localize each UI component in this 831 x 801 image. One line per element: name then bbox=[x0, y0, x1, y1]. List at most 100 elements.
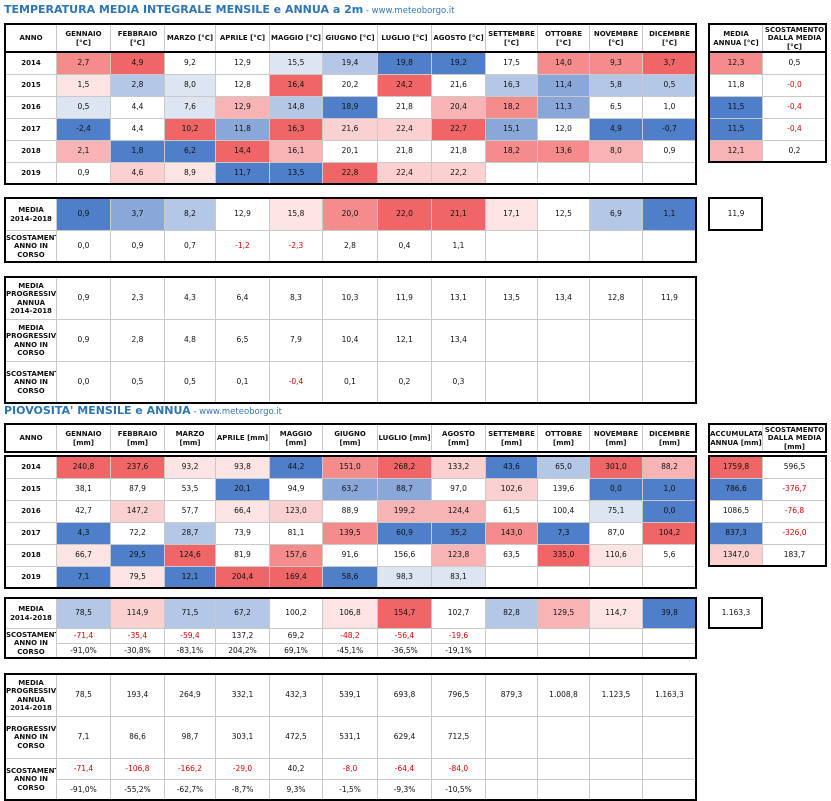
prog-value: -106,8 bbox=[110, 758, 165, 780]
column-header: GENNAIO [°C] bbox=[56, 24, 111, 53]
month-value: 199,2 bbox=[377, 500, 432, 523]
month-value: 4,4 bbox=[110, 118, 165, 141]
prog-value: 13,1 bbox=[431, 277, 486, 320]
month-value: 240,8 bbox=[56, 456, 111, 479]
prog-value: 2,3 bbox=[110, 277, 165, 320]
scost-value: 0,4 bbox=[377, 230, 432, 263]
side-row: 786,6 -376,7 bbox=[709, 478, 827, 501]
month-value: 9,2 bbox=[164, 52, 216, 75]
side-table: 12,3 0,5 11,8 -0,0 11,5 -0,4 11,5 -0,4 12,1 0,2 bbox=[709, 52, 827, 163]
media-value: 102,7 bbox=[431, 598, 486, 629]
prog-percent: -55,2% bbox=[110, 779, 165, 801]
column-header: SCOSTAMENTO DALLA MEDIA [mm] bbox=[762, 424, 827, 453]
scost-value bbox=[589, 628, 643, 644]
side-value: -0,0 bbox=[762, 74, 827, 97]
month-value: 12,0 bbox=[537, 118, 590, 141]
year-row: 2018 2,1 1,8 6,2 14,4 16,1 20,1 21,8 21,8 18,2 13,… bbox=[5, 140, 697, 163]
month-value: 17,5 bbox=[485, 52, 538, 75]
media-value: 12,5 bbox=[537, 198, 590, 231]
prog-value: -29,0 bbox=[215, 758, 270, 780]
month-value: 21,8 bbox=[377, 96, 432, 119]
prog-value: 8,3 bbox=[269, 277, 323, 320]
year-row: 2014 240,8 237,6 93,2 93,8 44,2 151,0 268,2 133,… bbox=[5, 456, 697, 479]
column-header: APRILE [°C] bbox=[215, 24, 270, 53]
month-value: 13,5 bbox=[269, 162, 323, 185]
scost-percent: 69,1% bbox=[269, 643, 323, 659]
row-label: SCOSTAMENTO ANNO IN CORSO bbox=[5, 758, 57, 801]
column-header: NOVEMBRE [mm] bbox=[589, 424, 643, 453]
year-label: 2015 bbox=[5, 478, 57, 501]
month-value: 15,1 bbox=[485, 118, 538, 141]
side-value: 12,3 bbox=[709, 52, 763, 75]
side-value: 11,8 bbox=[709, 74, 763, 97]
side-value: 837,3 bbox=[709, 522, 763, 545]
side-value: 0,5 bbox=[762, 52, 827, 75]
month-value: 22,7 bbox=[431, 118, 486, 141]
scost-value bbox=[642, 230, 697, 263]
month-value: 93,2 bbox=[164, 456, 216, 479]
prog-value: 539,1 bbox=[322, 674, 378, 717]
media-row: MEDIA 2014-2018 78,5 114,9 71,5 67,2 100,2 106… bbox=[5, 598, 697, 629]
month-value: 4,3 bbox=[56, 522, 111, 545]
prog-value: 1.123,5 bbox=[589, 674, 643, 717]
column-header: ANNO bbox=[5, 424, 57, 453]
month-value: 237,6 bbox=[110, 456, 165, 479]
prog-value: 12,1 bbox=[377, 319, 432, 362]
month-value bbox=[537, 566, 590, 589]
scost-percent bbox=[642, 643, 697, 659]
prog-value: -64,4 bbox=[377, 758, 432, 780]
month-value: 0,9 bbox=[56, 162, 111, 185]
scost-pct-row: -91,0% -30,8% -83,1% 204,2% 69,1% -45,1% -36,5… bbox=[6, 643, 697, 659]
prog-value bbox=[642, 319, 697, 362]
scost-row: SCOSTAMENTO ANNO IN CORSO0,00,90,7-1,2-2… bbox=[5, 230, 697, 263]
month-value: 268,2 bbox=[377, 456, 432, 479]
prog-value bbox=[537, 716, 590, 759]
month-value: 11,7 bbox=[215, 162, 270, 185]
year-label: 2014 bbox=[5, 456, 57, 479]
scost-value: -56,4 bbox=[377, 628, 432, 644]
prog-value bbox=[537, 319, 590, 362]
month-value: 53,5 bbox=[164, 478, 216, 501]
month-value bbox=[642, 162, 697, 185]
progressive-table: MEDIA PROGRESSIVA ANNUA 2014-2018 78,5 193… bbox=[5, 674, 697, 801]
month-value: 0,9 bbox=[642, 140, 697, 163]
month-value: 19,8 bbox=[377, 52, 432, 75]
year-label: 2019 bbox=[5, 566, 57, 589]
prog-value: 11,9 bbox=[642, 277, 697, 320]
prog-value: 12,8 bbox=[589, 277, 643, 320]
prog-value: 10,4 bbox=[322, 319, 378, 362]
month-value: 18,9 bbox=[322, 96, 378, 119]
month-value: 29,5 bbox=[110, 544, 165, 567]
prog-percent: -91,0% bbox=[56, 779, 111, 801]
month-value: 1,0 bbox=[642, 96, 697, 119]
scost-value: -19,6 bbox=[431, 628, 486, 644]
scost-percent: -91,0% bbox=[56, 643, 111, 659]
month-value: 11,3 bbox=[537, 96, 590, 119]
scost-value bbox=[537, 230, 590, 263]
media-value: 114,7 bbox=[589, 598, 643, 629]
year-label: 2017 bbox=[5, 522, 57, 545]
side-value: -326,0 bbox=[762, 522, 827, 545]
prog-value: 11,9 bbox=[377, 277, 432, 320]
month-value: 18,2 bbox=[485, 140, 538, 163]
row-label: PROGRESSIVA ANNO IN CORSO bbox=[5, 716, 57, 759]
month-value bbox=[589, 566, 643, 589]
scost-value: -48,2 bbox=[322, 628, 378, 644]
scost-value bbox=[589, 230, 643, 263]
month-value: 75,1 bbox=[589, 500, 643, 523]
month-value: 10,2 bbox=[164, 118, 216, 141]
prog-percent: 9,3% bbox=[269, 779, 323, 801]
media-side-row: 1.163,3 bbox=[709, 598, 763, 629]
month-value: 12,9 bbox=[215, 52, 270, 75]
year-row: 2016 42,7 147,2 57,7 66,4 123,0 88,9 199,2 124,4… bbox=[5, 500, 697, 523]
scost-percent: -19,1% bbox=[431, 643, 486, 659]
month-value: 20,1 bbox=[215, 478, 270, 501]
scost-percent: -30,8% bbox=[110, 643, 165, 659]
month-value: 133,2 bbox=[431, 456, 486, 479]
scost-value bbox=[642, 628, 697, 644]
prog-value: 332,1 bbox=[215, 674, 270, 717]
scost-value bbox=[537, 628, 590, 644]
column-header: FEBBRAIO [mm] bbox=[110, 424, 165, 453]
year-label: 2015 bbox=[5, 74, 57, 97]
year-row: 2019 0,9 4,6 8,9 11,7 13,5 22,8 22,4 22,2 bbox=[5, 162, 697, 185]
